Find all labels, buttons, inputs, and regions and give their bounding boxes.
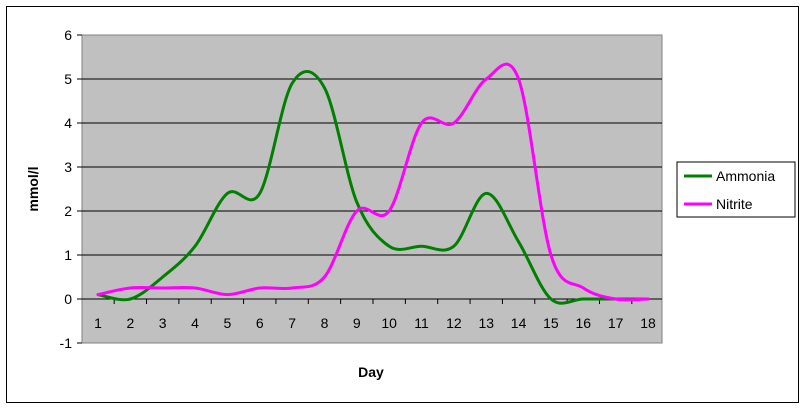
y-tick-label: 2 [64, 203, 72, 219]
series-line-nitrite [96, 62, 650, 302]
y-tick-label: 1 [64, 247, 72, 263]
y-tick-label: 3 [64, 159, 72, 175]
x-tick-label: 6 [256, 315, 264, 331]
x-tick-label: 4 [191, 315, 199, 331]
series-lines [96, 62, 650, 305]
y-axis-ticks: -1 0 1 2 3 4 5 6 [60, 27, 82, 351]
x-tick-label: 7 [288, 315, 296, 331]
y-tick-label: -1 [60, 335, 73, 351]
x-tick-label: 17 [608, 315, 624, 331]
legend-label-nitrite: Nitrite [716, 196, 753, 212]
x-tick-label: 14 [511, 315, 527, 331]
x-axis-ticks: 1 2 3 4 5 6 7 8 9 10 11 12 13 14 15 16 17 18 [82, 298, 662, 331]
y-tick-label: 5 [64, 71, 72, 87]
x-tick-label: 13 [478, 315, 494, 331]
legend-label-ammonia: Ammonia [716, 168, 775, 184]
legend: Ammonia Nitrite [676, 161, 796, 218]
y-axis-title: mmol/l [25, 166, 41, 211]
y-tick-label: 6 [64, 27, 72, 43]
x-tick-label: 15 [543, 315, 559, 331]
x-tick-label: 18 [640, 315, 656, 331]
x-tick-label: 8 [321, 315, 329, 331]
x-tick-label: 16 [576, 315, 592, 331]
x-tick-label: 2 [126, 315, 134, 331]
x-tick-label: 5 [224, 315, 232, 331]
legend-box [676, 161, 796, 218]
y-tick-label: 0 [64, 291, 72, 307]
plot-area [81, 34, 663, 344]
x-axis-title: Day [358, 364, 384, 380]
x-tick-label: 1 [94, 315, 102, 331]
x-tick-label: 11 [414, 315, 429, 331]
x-tick-label: 3 [159, 315, 167, 331]
y-tick-label: 4 [64, 115, 72, 131]
x-tick-label: 12 [446, 315, 462, 331]
x-tick-label: 9 [353, 315, 361, 331]
x-tick-label: 10 [381, 315, 397, 331]
series-line-ammonia [96, 70, 650, 305]
